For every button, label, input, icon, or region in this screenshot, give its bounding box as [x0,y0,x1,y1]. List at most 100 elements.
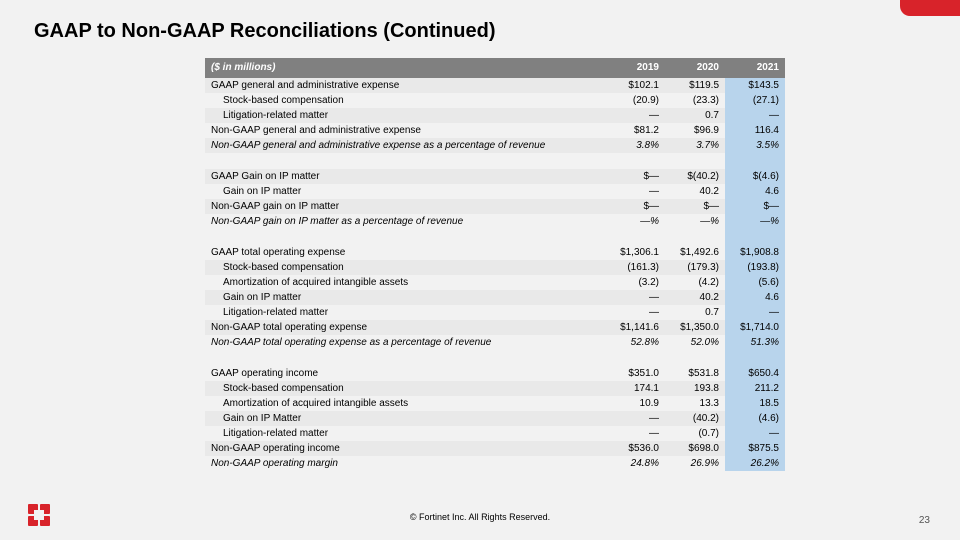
cell-value: 4.6 [725,290,785,305]
cell-value: 3.5% [725,138,785,153]
table-row: GAAP operating income$351.0$531.8$650.4 [205,366,785,381]
col-header-y0: 2019 [605,58,665,78]
cell-value: (27.1) [725,93,785,108]
cell-value: 18.5 [725,396,785,411]
cell-value: $351.0 [605,366,665,381]
spacer-row [205,153,785,169]
cell-value: —% [605,214,665,229]
cell-value: $1,350.0 [665,320,725,335]
table-row: Non-GAAP operating margin24.8%26.9%26.2% [205,456,785,471]
row-label: Non-GAAP gain on IP matter [205,199,605,214]
accent-tab [900,0,960,16]
cell-value: $1,714.0 [725,320,785,335]
row-label: Non-GAAP gain on IP matter as a percenta… [205,214,605,229]
table-row: Litigation-related matter—0.7— [205,108,785,123]
cell-value: — [725,426,785,441]
cell-value: 193.8 [665,381,725,396]
table-row: Non-GAAP gain on IP matter$—$—$— [205,199,785,214]
row-label: Litigation-related matter [205,305,605,320]
row-label: Non-GAAP operating margin [205,456,605,471]
cell-value: 10.9 [605,396,665,411]
row-label: GAAP operating income [205,366,605,381]
cell-value: (5.6) [725,275,785,290]
cell-value: $— [605,169,665,184]
table-row: Amortization of acquired intangible asse… [205,396,785,411]
cell-value: 116.4 [725,123,785,138]
row-label: Stock-based compensation [205,93,605,108]
spacer-row [205,350,785,366]
cell-value: $531.8 [665,366,725,381]
cell-value: $(40.2) [665,169,725,184]
table-row: Stock-based compensation174.1193.8211.2 [205,381,785,396]
cell-value: $119.5 [665,78,725,93]
cell-value: (193.8) [725,260,785,275]
cell-value: 52.8% [605,335,665,350]
cell-value: $698.0 [665,441,725,456]
cell-value: $(4.6) [725,169,785,184]
cell-value: 26.2% [725,456,785,471]
table-row: Amortization of acquired intangible asse… [205,275,785,290]
cell-value: — [605,108,665,123]
cell-value: $1,306.1 [605,245,665,260]
row-label: Stock-based compensation [205,260,605,275]
cell-value: (40.2) [665,411,725,426]
cell-value: $96.9 [665,123,725,138]
cell-value: — [605,411,665,426]
table-row: Stock-based compensation(161.3)(179.3)(1… [205,260,785,275]
cell-value: $143.5 [725,78,785,93]
cell-value: — [725,108,785,123]
cell-value: 13.3 [665,396,725,411]
reconciliation-table: ($ in millions) 2019 2020 2021 GAAP gene… [205,58,785,471]
cell-value: — [605,184,665,199]
footer-copyright: © Fortinet Inc. All Rights Reserved. [0,512,960,522]
cell-value: — [605,290,665,305]
table-row: GAAP general and administrative expense $… [205,78,785,93]
row-label: Gain on IP matter [205,184,605,199]
col-header-note: ($ in millions) [205,58,605,78]
page-title: GAAP to Non-GAAP Reconciliations (Contin… [34,20,495,43]
cell-value: 52.0% [665,335,725,350]
cell-value: 0.7 [665,305,725,320]
row-label: Amortization of acquired intangible asse… [205,275,605,290]
table-row: Non-GAAP gain on IP matter as a percenta… [205,214,785,229]
col-header-y1: 2020 [665,58,725,78]
cell-value: 40.2 [665,290,725,305]
table-row: Stock-based compensation(20.9)(23.3)(27.… [205,93,785,108]
table-row: Gain on IP Matter—(40.2)(4.6) [205,411,785,426]
cell-value: 211.2 [725,381,785,396]
cell-value: $536.0 [605,441,665,456]
cell-value: $650.4 [725,366,785,381]
cell-value: (0.7) [665,426,725,441]
row-label: Litigation-related matter [205,108,605,123]
cell-value: 3.8% [605,138,665,153]
row-label: Amortization of acquired intangible asse… [205,396,605,411]
cell-value: 26.9% [665,456,725,471]
row-label: Non-GAAP general and administrative expe… [205,123,605,138]
table-row: Non-GAAP operating income$536.0$698.0$87… [205,441,785,456]
table-row: Litigation-related matter—(0.7)— [205,426,785,441]
table-row: GAAP Gain on IP matter$—$(40.2)$(4.6) [205,169,785,184]
table-row: GAAP total operating expense$1,306.1$1,4… [205,245,785,260]
cell-value: 0.7 [665,108,725,123]
cell-value: (3.2) [605,275,665,290]
cell-value: $81.2 [605,123,665,138]
cell-value: — [605,305,665,320]
cell-value: $875.5 [725,441,785,456]
cell-value: $— [725,199,785,214]
row-label: GAAP general and administrative expense [205,78,605,93]
row-label: Non-GAAP total operating expense as a pe… [205,335,605,350]
row-label: Non-GAAP operating income [205,441,605,456]
cell-value: (23.3) [665,93,725,108]
row-label: Gain on IP Matter [205,411,605,426]
row-label: Non-GAAP general and administrative expe… [205,138,605,153]
reconciliation-table-wrap: ($ in millions) 2019 2020 2021 GAAP gene… [205,58,785,471]
cell-value: — [725,305,785,320]
cell-value: —% [725,214,785,229]
col-header-y2: 2021 [725,58,785,78]
cell-value: 51.3% [725,335,785,350]
table-row: Litigation-related matter—0.7— [205,305,785,320]
cell-value: $— [605,199,665,214]
cell-value: (179.3) [665,260,725,275]
cell-value: 24.8% [605,456,665,471]
cell-value: 4.6 [725,184,785,199]
